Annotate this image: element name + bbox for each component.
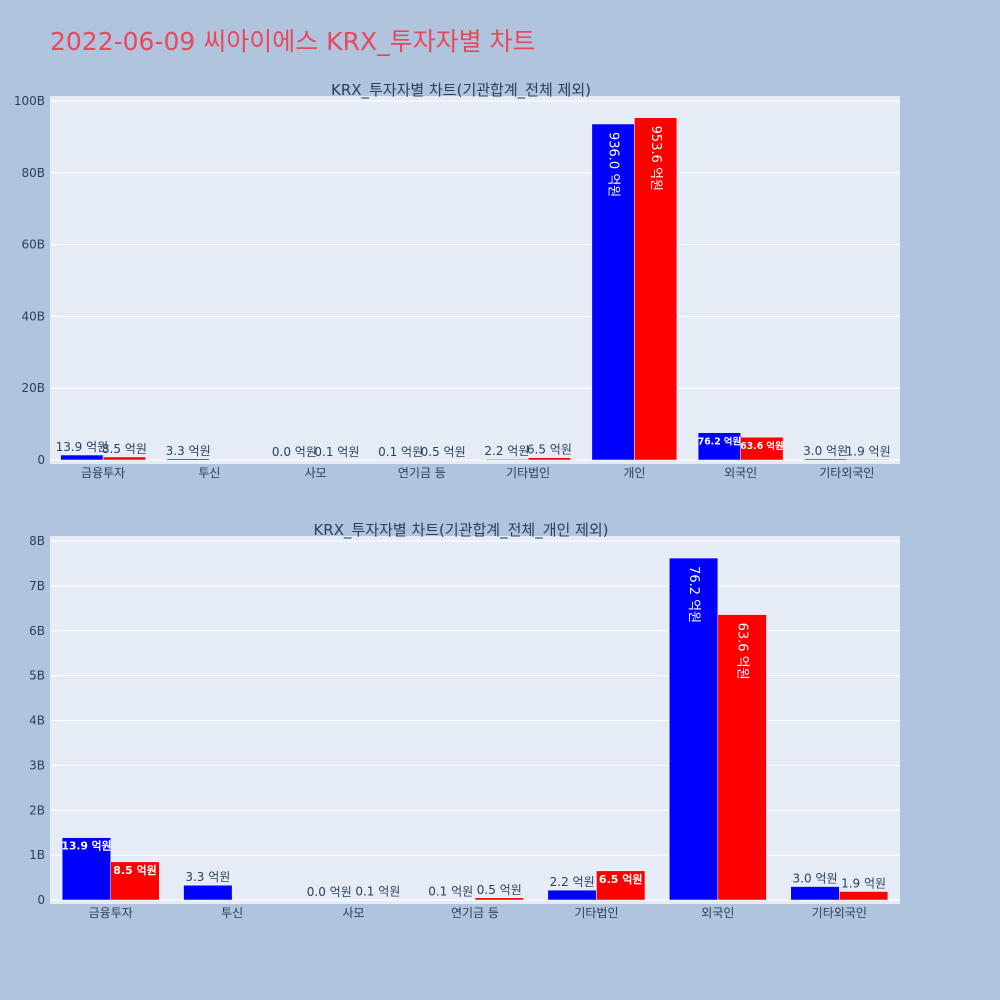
- bar: [804, 458, 848, 461]
- data-label: 13.9 억원: [62, 840, 112, 853]
- data-label: 2.2 억원: [484, 444, 529, 458]
- data-label: 8.5 억원: [102, 442, 147, 456]
- y-tick-label: 0: [37, 453, 45, 467]
- x-tick-label: 외국인: [701, 906, 734, 920]
- data-label: 2.2 억원: [550, 875, 595, 889]
- bar: [547, 889, 597, 901]
- data-label: 3.0 억원: [803, 444, 848, 458]
- y-tick-label: 2B: [29, 803, 45, 817]
- y-tick-label: 60B: [21, 238, 45, 252]
- x-tick-label: 사모: [305, 466, 327, 480]
- chart-1: 0 20B 40B 60B 80B 100B KRX_투자자별 차트(기관합계_전체 제외)…: [14, 81, 900, 480]
- bar: [697, 432, 741, 461]
- y-tick-label: 4B: [29, 714, 45, 728]
- x-tick-label: 금융투자: [89, 906, 133, 920]
- data-label: 76.2 억원: [686, 566, 701, 623]
- bar: [839, 891, 889, 901]
- x-tick-label: 기타법인: [506, 466, 550, 480]
- bar: [740, 436, 784, 461]
- y-tick-label: 100B: [14, 94, 45, 108]
- bar: [846, 459, 890, 461]
- chart-2: 0 1B 2B 3B 4B 5B 6B 7B 8B KRX_투자자별 차트(기관합계_전체_개인 …: [29, 521, 900, 920]
- bar: [166, 458, 210, 461]
- x-tick-label: 금융투자: [81, 466, 125, 480]
- y-tick-label: 0: [37, 893, 45, 907]
- data-label: 1.9 억원: [846, 444, 891, 458]
- data-label: 3.0 억원: [793, 872, 838, 886]
- x-tick-label: 투신: [221, 906, 243, 920]
- bar: [110, 861, 160, 901]
- y-tick-label: 5B: [29, 669, 45, 683]
- data-label: 0.5 억원: [477, 883, 522, 897]
- bar: [527, 457, 571, 461]
- x-tick-label: 연기금 등: [398, 466, 446, 480]
- data-label: 6.5 억원: [599, 872, 643, 886]
- chart-title: KRX_투자자별 차트(기관합계_전체_개인 제외): [313, 521, 608, 540]
- data-label: 0.1 억원: [355, 885, 400, 899]
- bar: [669, 557, 719, 901]
- data-label: 6.5 억원: [527, 443, 572, 457]
- bar: [61, 837, 111, 901]
- bar: [596, 870, 646, 901]
- y-tick-label: 80B: [21, 166, 45, 180]
- x-tick-label: 기타법인: [574, 906, 618, 920]
- x-tick-label: 기타외국인: [812, 906, 867, 920]
- chart-title: KRX_투자자별 차트(기관합계_전체 제외): [331, 81, 591, 100]
- data-label: 13.9 억원: [56, 440, 109, 454]
- data-label: 3.3 억원: [185, 870, 230, 884]
- data-label: 63.6 억원: [740, 440, 783, 452]
- data-label: 1.9 억원: [841, 876, 886, 890]
- data-label: 0.0 억원: [307, 885, 352, 899]
- x-tick-label: 투신: [198, 466, 220, 480]
- data-label: 3.3 억원: [166, 444, 211, 458]
- bar: [790, 886, 840, 901]
- y-tick-label: 20B: [21, 381, 45, 395]
- page-title: 2022-06-09 씨아이에스 KRX_투자자별 차트: [50, 27, 536, 56]
- bar: [485, 458, 529, 461]
- bar: [634, 117, 678, 461]
- bar: [717, 614, 767, 901]
- bar: [60, 454, 104, 461]
- x-tick-label: 개인: [623, 466, 645, 480]
- data-label: 0.0 억원: [272, 445, 317, 459]
- x-tick-label: 사모: [343, 906, 365, 920]
- y-tick-label: 3B: [29, 758, 45, 772]
- data-label: 0.5 억원: [421, 445, 466, 459]
- y-tick-label: 6B: [29, 624, 45, 638]
- data-label: 0.1 억원: [378, 445, 423, 459]
- data-label: 63.6 억원: [735, 623, 750, 680]
- data-label: 0.1 억원: [428, 885, 473, 899]
- x-tick-label: 외국인: [724, 466, 757, 480]
- y-tick-label: 40B: [21, 309, 45, 323]
- data-label: 936.0 억원: [606, 132, 621, 197]
- bar: [474, 897, 524, 901]
- data-label: 953.6 억원: [648, 126, 663, 191]
- bar: [102, 456, 146, 461]
- bar: [183, 884, 233, 901]
- x-tick-label: 기타외국인: [819, 466, 874, 480]
- data-label: 76.2 억원: [698, 436, 741, 448]
- plot-area: [50, 96, 900, 464]
- y-tick-label: 8B: [29, 534, 45, 548]
- y-tick-label: 7B: [29, 579, 45, 593]
- x-tick-label: 연기금 등: [451, 906, 499, 920]
- data-label: 0.1 억원: [314, 445, 359, 459]
- data-label: 8.5 억원: [113, 863, 157, 877]
- y-tick-label: 1B: [29, 848, 45, 862]
